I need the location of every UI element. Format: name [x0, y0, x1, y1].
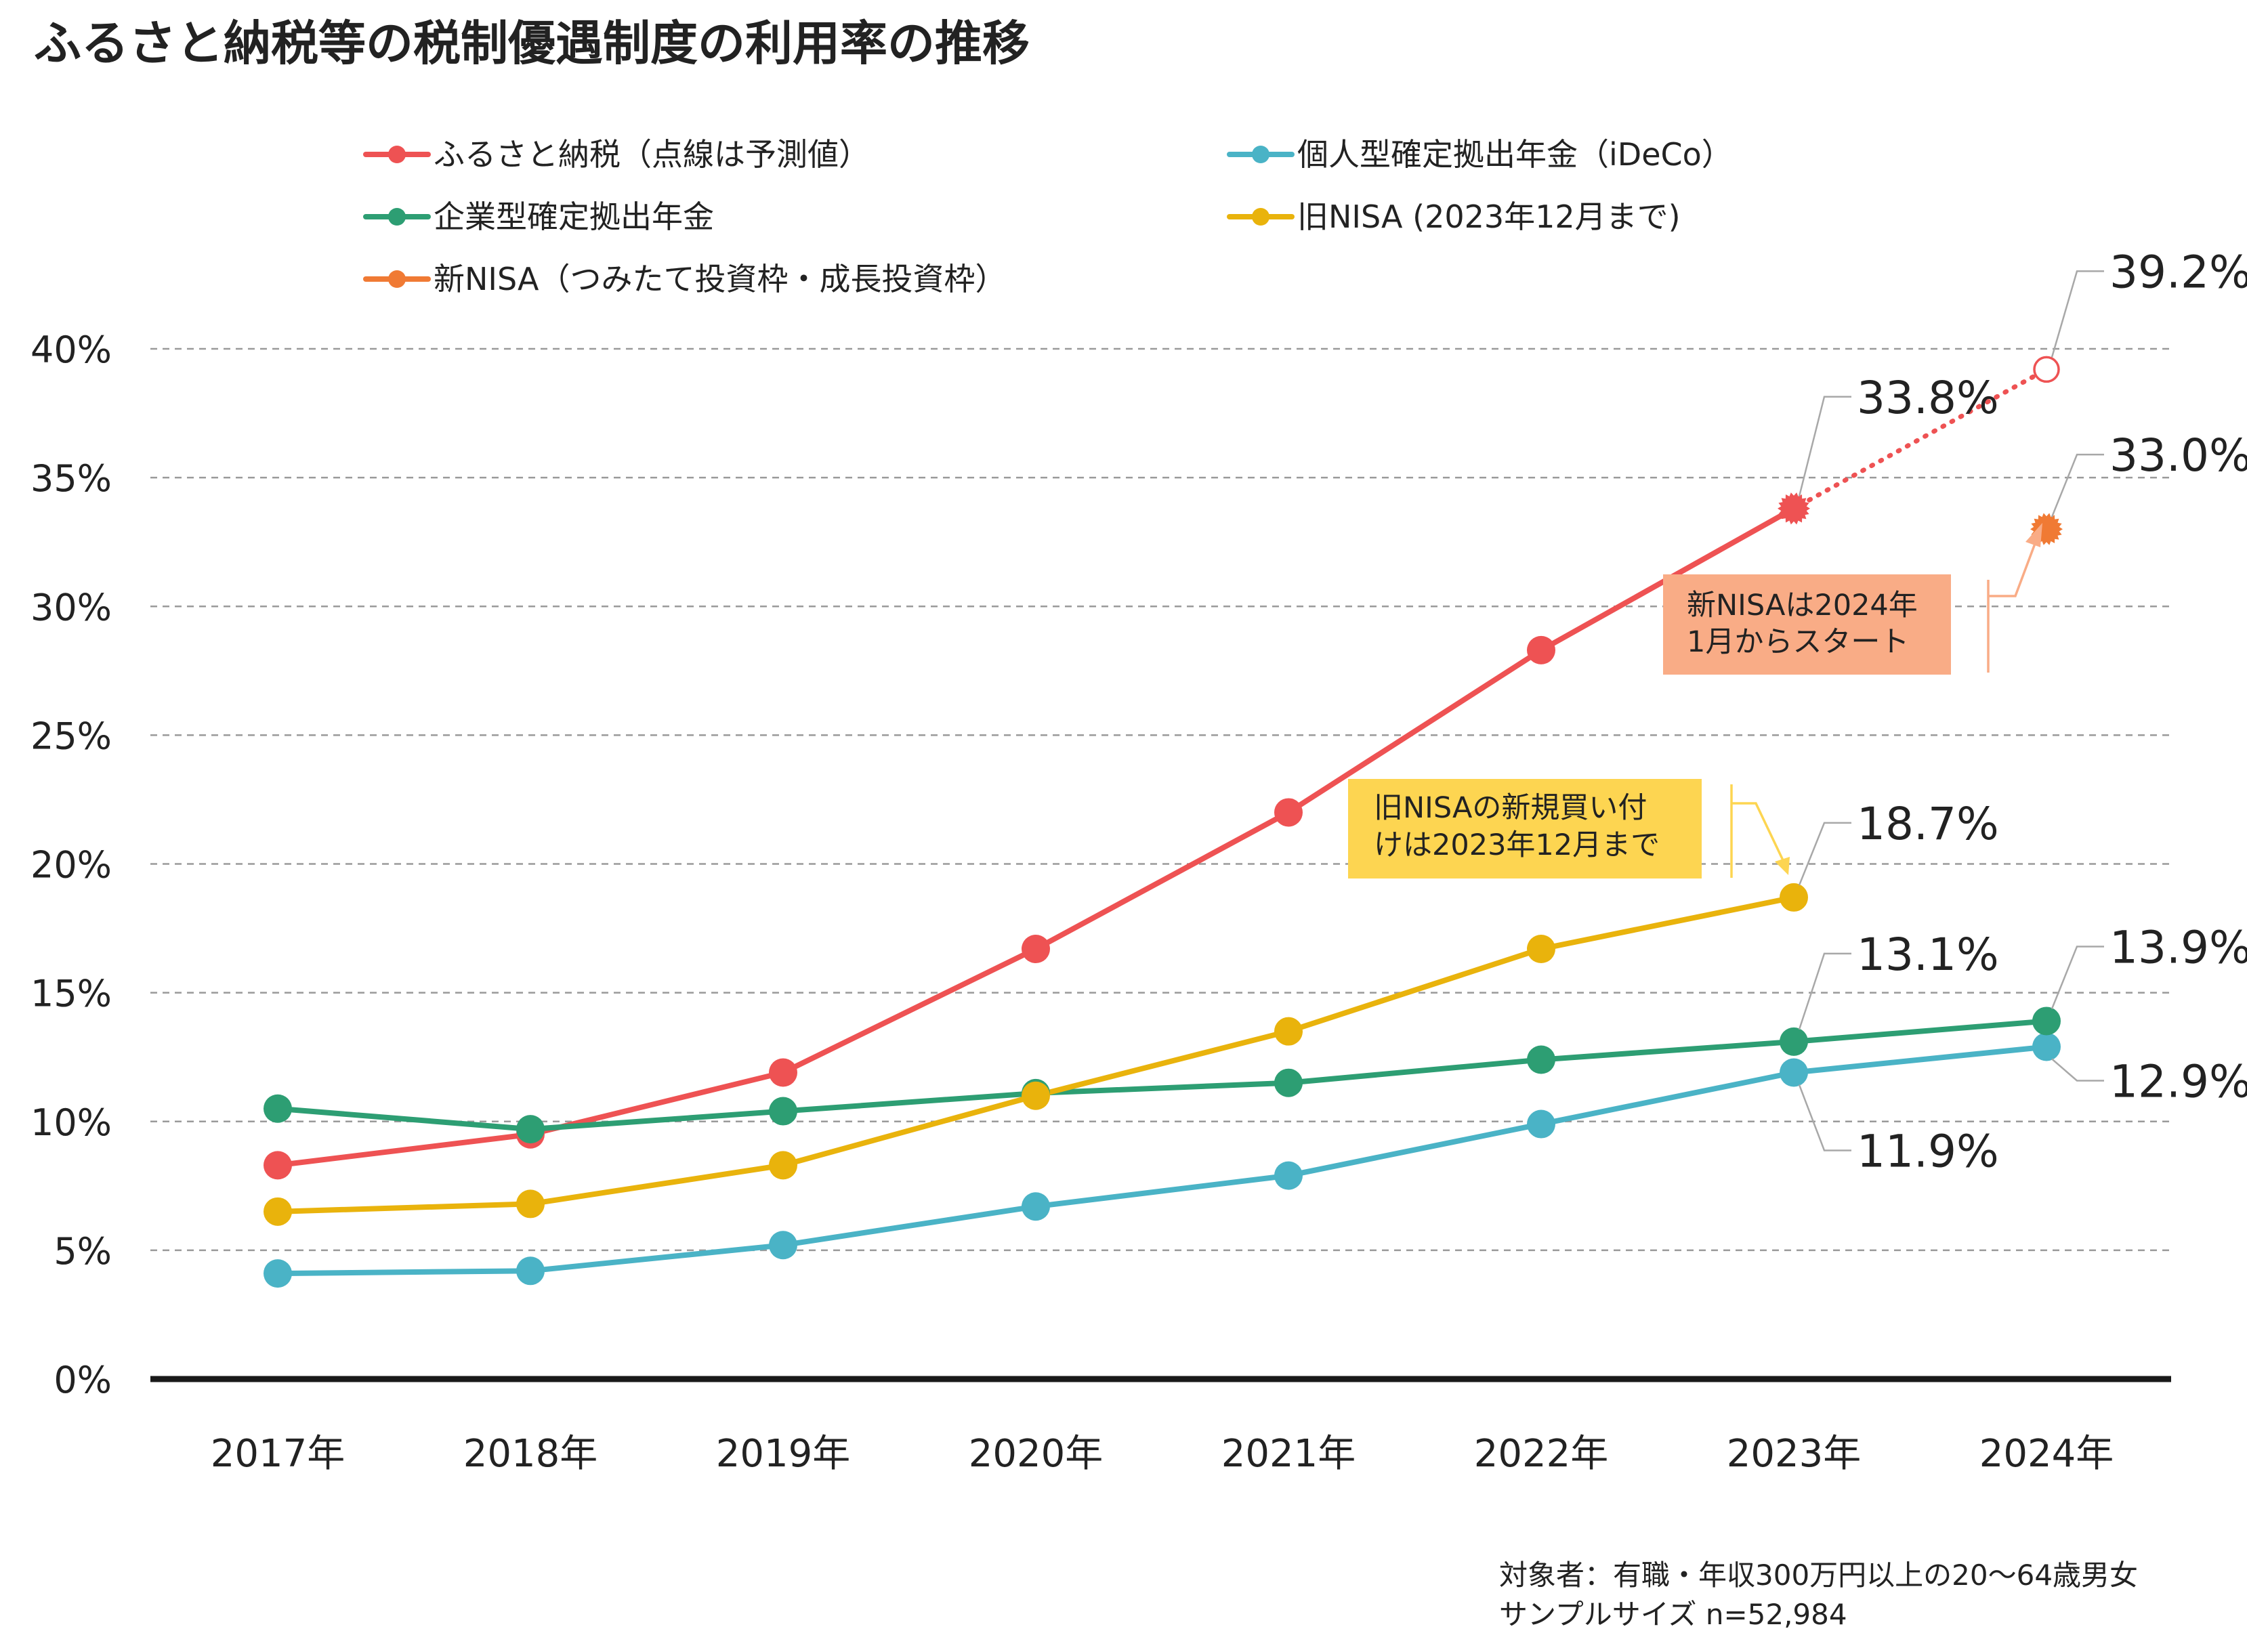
furusato-marker — [1527, 635, 1555, 664]
leader-line — [2051, 453, 2104, 517]
legend-label: 旧NISA (2023年12月まで) — [1297, 198, 1681, 235]
new-nisa-callout-text: 1月からスタート — [1687, 625, 1909, 659]
ideco-marker — [1022, 1192, 1050, 1221]
legend-swatch-marker — [388, 208, 406, 226]
legend-swatch-marker — [388, 146, 406, 163]
leader-line — [2051, 1058, 2104, 1082]
data-label-layer: 39.2% 33.8% 33.0% 18.7% 13.1% 13.9% 12.9% 11.9% — [1798, 246, 2247, 1178]
furusato-marker — [1022, 934, 1050, 963]
company-dc-marker — [1527, 1045, 1555, 1074]
furusato-marker — [1274, 798, 1303, 827]
old-nisa-callout-arrow — [1731, 802, 1784, 861]
x-tick-label: 2019年 — [716, 1432, 851, 1476]
furusato-marker — [769, 1058, 797, 1087]
x-tick-label: 2017年 — [211, 1432, 345, 1476]
y-tick-label: 0% — [54, 1359, 112, 1401]
x-tick-label: 2023年 — [1727, 1432, 1862, 1476]
ideco-line — [275, 1044, 2049, 1277]
legend-swatch-marker — [1252, 208, 1269, 226]
old-nisa-callout-box — [1348, 779, 1702, 878]
data-label: 33.8% — [1857, 372, 1999, 424]
ideco-marker — [2032, 1032, 2061, 1061]
new-nisa-callout-text: 新NISAは2024年 — [1687, 589, 1918, 622]
x-tick-label: 2022年 — [1474, 1432, 1609, 1476]
x-tick-label: 2024年 — [1979, 1432, 2114, 1476]
ideco-marker — [1527, 1109, 1555, 1139]
old-nisa-marker — [516, 1189, 545, 1219]
company-dc-marker — [264, 1094, 292, 1123]
data-label: 33.0% — [2109, 429, 2247, 482]
company-dc-line — [275, 1018, 2049, 1132]
data-label: 13.9% — [2109, 921, 2247, 973]
ideco-marker — [1274, 1161, 1303, 1190]
x-tick-label: 2018年 — [463, 1432, 598, 1476]
y-tick-label: 15% — [30, 973, 112, 1015]
leader-line — [1798, 396, 1851, 497]
furusato-marker — [264, 1151, 292, 1180]
axis-layer: 0% 5% 10% 15% 20% 25% 30% 35% 40% 2017年 2018年 2019年… — [30, 329, 2171, 1476]
new-nisa-callout-arrow — [1988, 541, 2037, 597]
annotation-layer: 新NISAは2024年1月からスタート旧NISAの新規買い付けは2023年12月… — [1348, 523, 2042, 878]
y-tick-label: 30% — [30, 586, 112, 629]
legend: ふるさと納税（点線は予測値） 個人型確定拠出年金（iDeCo） 企業型確定拠出年金 旧… — [363, 136, 1733, 297]
old-nisa-marker — [264, 1197, 292, 1226]
ideco-marker — [1780, 1058, 1808, 1087]
data-label: 11.9% — [1857, 1126, 1999, 1178]
company-dc-marker — [2032, 1007, 2061, 1036]
new-nisa-callout-arrowhead — [2025, 523, 2042, 547]
y-tick-label: 5% — [54, 1230, 112, 1273]
legend-label: 個人型確定拠出年金（iDeCo） — [1297, 136, 1733, 173]
leader-line — [2051, 270, 2104, 358]
y-tick-label: 10% — [30, 1101, 112, 1144]
old-nisa-callout-arrowhead — [1775, 857, 1790, 875]
old-nisa-callout-text: 旧NISAの新規買い付 — [1374, 791, 1647, 825]
ideco-marker — [264, 1259, 292, 1288]
company-dc-marker — [516, 1115, 545, 1144]
data-label: 12.9% — [2109, 1055, 2247, 1107]
furusato-forecast-line — [1807, 374, 2036, 503]
ideco-marker — [769, 1231, 797, 1260]
leader-line — [1798, 952, 1851, 1030]
footnote-line: 対象者：有職・年収300万円以上の20～64歳男女 — [1499, 1559, 2138, 1592]
x-tick-label: 2021年 — [1221, 1432, 1356, 1476]
leader-line — [2051, 946, 2104, 1009]
old-nisa-marker — [769, 1151, 797, 1180]
company-dc-marker — [769, 1097, 797, 1126]
furusato-forecast-marker — [2033, 356, 2060, 383]
leader-line — [1798, 822, 1851, 886]
old-nisa-marker — [1780, 883, 1808, 912]
furusato-marker — [1778, 492, 1810, 525]
chart-title: ふるさと納税等の税制優遇制度の利用率の推移 — [34, 16, 1030, 71]
leader-line — [1798, 1084, 1851, 1151]
y-tick-label: 20% — [30, 844, 112, 887]
old-nisa-marker — [1274, 1017, 1303, 1046]
legend-label: 企業型確定拠出年金 — [434, 198, 714, 235]
x-tick-label: 2020年 — [969, 1432, 1104, 1476]
old-nisa-marker — [1527, 934, 1555, 963]
legend-swatch-marker — [388, 270, 406, 288]
new-nisa-callout-box — [1663, 574, 1951, 675]
old-nisa-callout-text: けは2023年12月まで — [1374, 828, 1660, 862]
legend-label: ふるさと納税（点線は予測値） — [434, 136, 870, 173]
company-dc-marker — [1780, 1027, 1808, 1056]
legend-label: 新NISA（つみたて投資枠・成長投資枠） — [434, 261, 1007, 297]
series-layer — [264, 356, 2063, 1288]
y-tick-label: 35% — [30, 457, 112, 500]
data-label: 39.2% — [2109, 246, 2247, 298]
y-tick-label: 25% — [30, 715, 112, 757]
ideco-marker — [516, 1256, 545, 1286]
legend-swatch-marker — [1252, 146, 1269, 163]
old-nisa-marker — [1022, 1081, 1050, 1110]
data-label: 18.7% — [1857, 798, 1999, 850]
company-dc-marker — [1274, 1068, 1303, 1097]
y-tick-label: 40% — [30, 329, 112, 371]
data-label: 13.1% — [1857, 929, 1999, 981]
footnote-line: サンプルサイズ n=52,984 — [1499, 1598, 1847, 1631]
